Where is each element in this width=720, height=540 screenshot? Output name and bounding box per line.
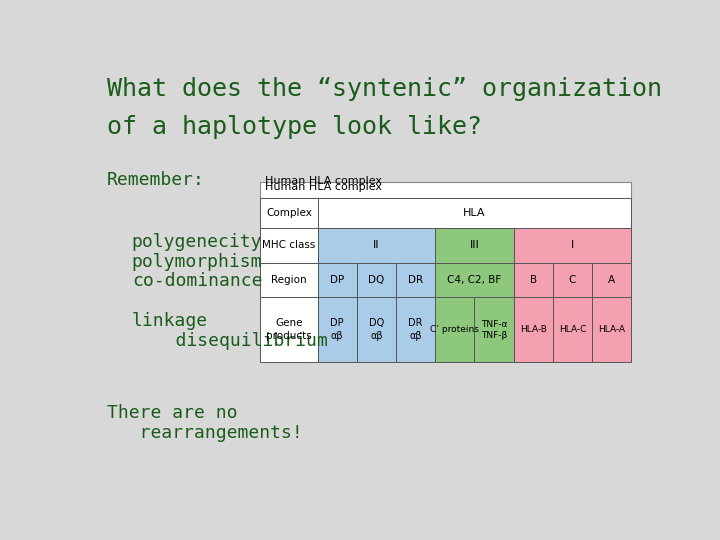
Bar [513,228,631,263]
Text: linkage: linkage [132,312,208,330]
Text: I: I [571,240,574,251]
Bar [513,297,553,362]
Bar [318,228,436,263]
Bar [553,263,592,297]
Bar [318,263,357,297]
Text: III: III [469,240,480,251]
Bar [436,228,513,263]
Bar [357,297,396,362]
Bar [436,297,474,362]
Text: There are no: There are no [107,404,238,422]
Text: MHC class: MHC class [262,240,315,251]
Bar [396,297,436,362]
Bar [396,263,436,297]
Bar [260,263,318,297]
Text: Gene
products: Gene products [266,319,312,341]
Bar [260,228,318,263]
Text: TNF-α
TNF-β: TNF-α TNF-β [481,320,508,340]
Text: Region: Region [271,275,307,285]
Bar [260,297,318,362]
Bar [474,297,513,362]
Text: DP
αβ: DP αβ [330,319,344,341]
Bar [592,297,631,362]
Text: Remember:: Remember: [107,171,204,189]
Bar [553,297,592,362]
Text: HLA: HLA [463,208,486,218]
Text: B: B [530,275,537,285]
Text: Human HLA complex: Human HLA complex [265,176,382,186]
Text: disequilibrium: disequilibrium [132,332,328,350]
Bar [592,263,631,297]
Text: Complex: Complex [266,208,312,218]
Text: DQ
αβ: DQ αβ [369,319,384,341]
Text: A: A [608,275,615,285]
Text: C’ proteins: C’ proteins [431,325,480,334]
Text: II: II [373,240,379,251]
Bar [357,263,396,297]
Bar [318,297,357,362]
Text: DR: DR [408,275,423,285]
Text: C4, C2, BF: C4, C2, BF [447,275,502,285]
Bar [513,263,553,297]
Text: What does the “syntenic” organization: What does the “syntenic” organization [107,77,662,102]
Text: DQ: DQ [369,275,384,285]
Text: co-dominance: co-dominance [132,272,262,291]
Text: Human HLA complex: Human HLA complex [265,182,382,192]
Text: HLA-B: HLA-B [520,325,546,334]
Text: polymorphism: polymorphism [132,253,262,271]
Text: HLA-C: HLA-C [559,325,586,334]
Bar [260,182,631,198]
Text: DR
αβ: DR αβ [408,319,423,341]
Text: rearrangements!: rearrangements! [107,424,302,442]
Text: DP: DP [330,275,344,285]
Bar [436,263,513,297]
Bar [318,198,631,228]
Bar [260,198,318,228]
Text: HLA-A: HLA-A [598,325,625,334]
Text: polygenecity: polygenecity [132,233,262,251]
Text: of a haplotype look like?: of a haplotype look like? [107,114,482,139]
Text: C: C [569,275,576,285]
